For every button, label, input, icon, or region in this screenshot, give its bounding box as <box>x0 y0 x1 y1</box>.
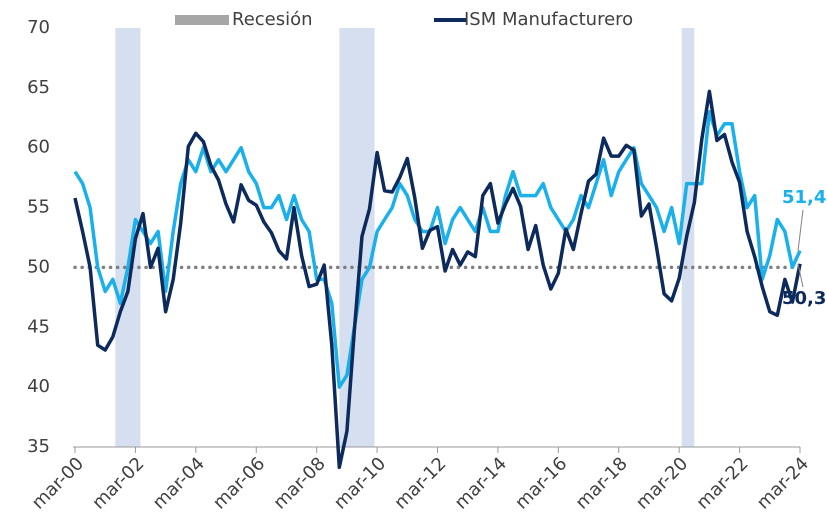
legend-recession: Recesión <box>232 9 313 30</box>
x-tick-label: mar-12 <box>390 453 450 513</box>
legend-recession-swatch <box>175 15 229 25</box>
end-label: 51,4 <box>782 187 826 208</box>
x-tick-label: mar-08 <box>269 453 329 513</box>
x-tick-label: mar-16 <box>511 453 571 513</box>
x-tick-label: mar-18 <box>572 453 632 513</box>
y-tick-label: 50 <box>27 256 50 277</box>
y-tick-label: 35 <box>27 436 50 457</box>
end-label-leader <box>797 209 804 251</box>
x-tick-label: mar-00 <box>28 453 88 513</box>
x-tick-label: mar-14 <box>451 453 511 513</box>
x-tick-label: mar-02 <box>88 453 148 513</box>
recession-band <box>339 28 375 447</box>
x-tick-label: mar-24 <box>753 453 813 513</box>
y-tick-label: 70 <box>27 17 50 38</box>
legend-label: ISM Manufacturero <box>464 9 633 30</box>
x-tick-label: mar-22 <box>692 453 752 513</box>
x-tick-label: mar-20 <box>632 453 692 513</box>
x-tick-label: mar-06 <box>209 453 269 513</box>
y-tick-label: 55 <box>27 197 50 218</box>
y-tick-label: 45 <box>27 316 50 337</box>
x-tick-label: mar-04 <box>149 453 209 513</box>
y-tick-label: 40 <box>27 376 50 397</box>
y-tick-label: 60 <box>27 137 50 158</box>
series-line <box>73 110 802 389</box>
end-label-leader <box>797 263 804 288</box>
y-tick-label: 65 <box>27 77 50 98</box>
end-label: 50,3 <box>782 288 826 309</box>
series-line <box>73 89 802 470</box>
